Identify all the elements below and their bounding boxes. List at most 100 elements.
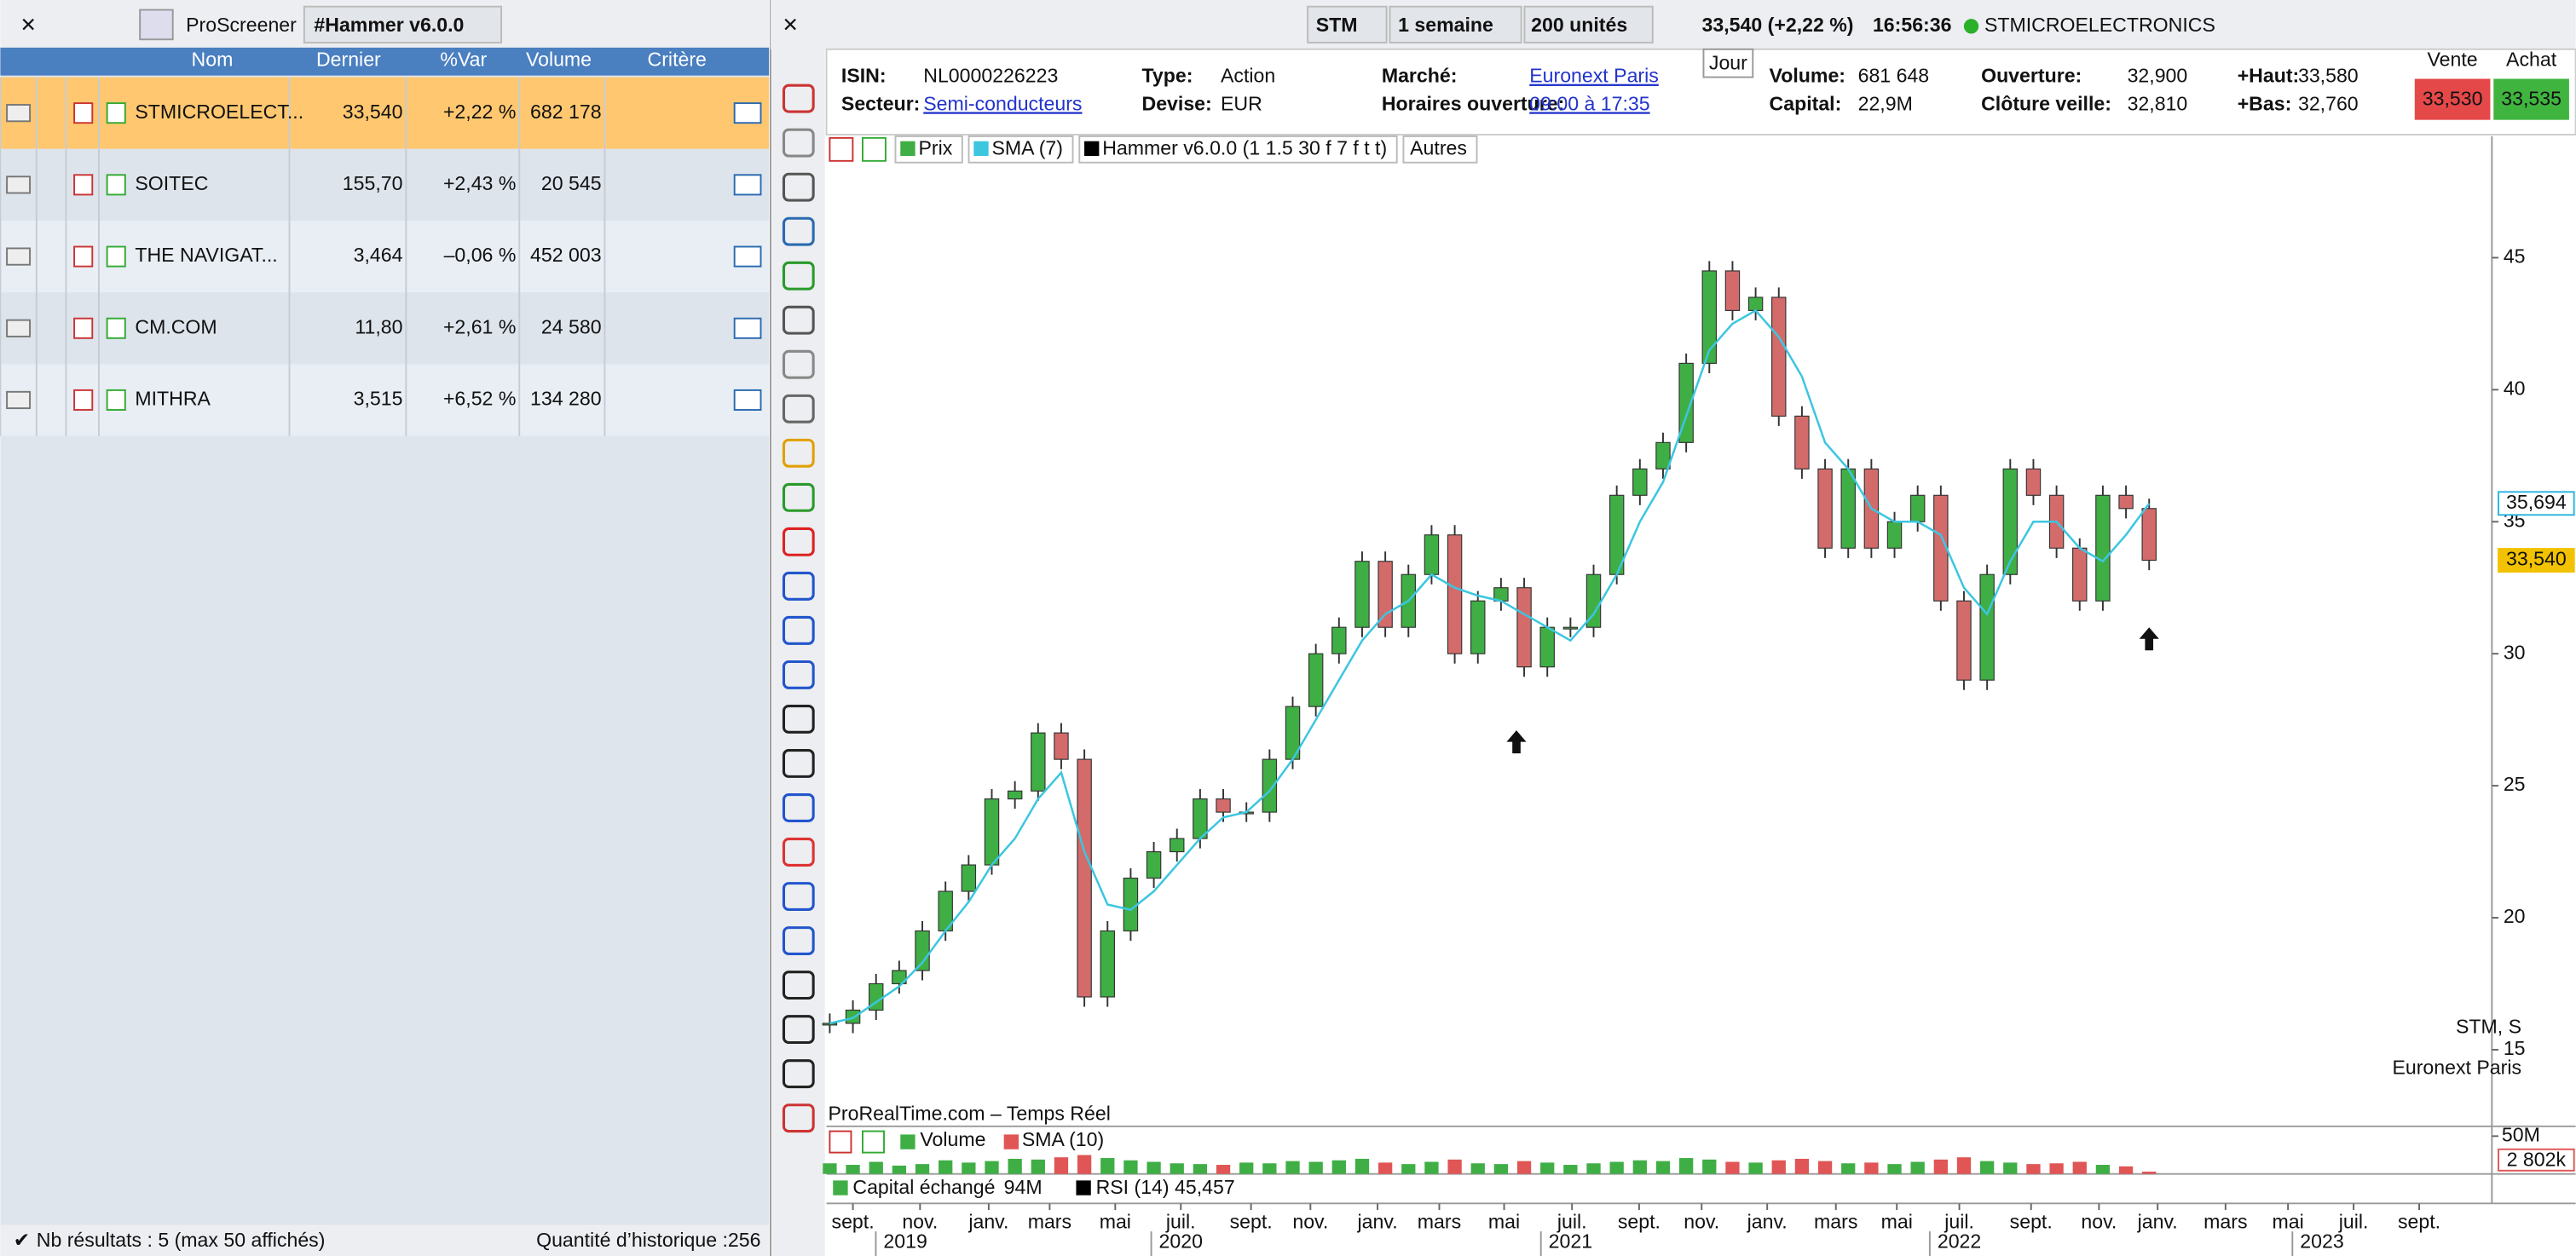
screener-row[interactable] bbox=[0, 292, 770, 365]
buy-arrow bbox=[106, 245, 126, 268]
legend-button[interactable] bbox=[829, 136, 854, 162]
screen-name[interactable]: #Hammer v6.0.0 bbox=[314, 14, 464, 36]
tool-button[interactable] bbox=[782, 527, 815, 556]
units[interactable]: 200 unités bbox=[1531, 14, 1627, 36]
tool-button[interactable] bbox=[782, 128, 815, 158]
tool-button[interactable] bbox=[782, 394, 815, 423]
tool-button[interactable] bbox=[782, 838, 815, 867]
period-select[interactable] bbox=[1389, 5, 1522, 44]
tool-button[interactable] bbox=[782, 349, 815, 379]
instrument-name[interactable]: MITHRA bbox=[135, 388, 211, 410]
tool-button[interactable] bbox=[782, 971, 815, 1000]
volume-bar bbox=[1077, 1155, 1092, 1174]
chart-icon[interactable] bbox=[733, 389, 762, 411]
tool-button[interactable] bbox=[782, 749, 815, 778]
candle-body bbox=[1562, 626, 1579, 630]
x-tick-label: nov. bbox=[1684, 1211, 1719, 1233]
legend-box[interactable] bbox=[967, 135, 1074, 164]
tool-button[interactable] bbox=[782, 1103, 815, 1133]
column-header-label[interactable]: Dernier bbox=[316, 48, 381, 70]
tool-button[interactable] bbox=[782, 926, 815, 956]
tool-button[interactable] bbox=[782, 216, 815, 246]
tool-button[interactable] bbox=[782, 1059, 815, 1089]
proscreener-title[interactable]: ProScreener bbox=[186, 14, 297, 36]
period[interactable]: 1 semaine bbox=[1398, 14, 1493, 36]
field-link[interactable]: Euronext Paris bbox=[1529, 65, 1659, 87]
instrument-name[interactable]: SOITEC bbox=[135, 172, 208, 194]
tool-button[interactable] bbox=[782, 571, 815, 601]
chart-icon[interactable] bbox=[733, 245, 762, 268]
candle-body bbox=[2118, 494, 2134, 510]
chart-icon[interactable] bbox=[733, 102, 762, 124]
screener-row[interactable] bbox=[0, 364, 770, 436]
volume-bar bbox=[1123, 1160, 1138, 1174]
tool-button[interactable] bbox=[782, 305, 815, 335]
field-link[interactable]: Semi-conducteurs bbox=[923, 92, 1082, 114]
field-label: Type: bbox=[1142, 65, 1193, 87]
volume-bar bbox=[1910, 1161, 1925, 1174]
candle-body bbox=[915, 930, 930, 971]
buy-button[interactable] bbox=[2493, 78, 2569, 120]
tool-button[interactable] bbox=[782, 172, 815, 202]
symbol-select[interactable] bbox=[1307, 5, 1388, 44]
legend-box[interactable] bbox=[1402, 135, 1478, 164]
sell-button[interactable] bbox=[2414, 78, 2491, 120]
column-header-label[interactable]: Nom bbox=[192, 48, 234, 70]
tool-button[interactable] bbox=[782, 615, 815, 645]
capital-label[interactable]: Capital échangé bbox=[852, 1176, 995, 1198]
screener-row[interactable] bbox=[0, 77, 770, 149]
chart-icon[interactable] bbox=[733, 174, 762, 196]
legend-box[interactable] bbox=[1078, 135, 1398, 164]
legend-button[interactable] bbox=[861, 1130, 885, 1154]
chart-legend: Prix SMA (7) Hammer v6.0.0 (1 1.5 30 f 7 f… bbox=[829, 135, 1478, 164]
legend-label[interactable]: Prix bbox=[918, 136, 952, 158]
rsi-label[interactable]: RSI (14) bbox=[1096, 1176, 1170, 1198]
tool-button[interactable] bbox=[782, 84, 815, 113]
close-chart[interactable]: ✕ bbox=[783, 14, 799, 36]
candle-body bbox=[1170, 838, 1185, 853]
tool-button[interactable] bbox=[782, 704, 815, 734]
tool-button[interactable] bbox=[782, 482, 815, 512]
legend-label[interactable]: Autres bbox=[1410, 136, 1467, 158]
volume-bar bbox=[2049, 1163, 2064, 1174]
column-header-label[interactable]: Critère bbox=[648, 48, 707, 70]
screener-row[interactable] bbox=[0, 148, 770, 221]
instrument-name[interactable]: STMICROELECT... bbox=[135, 101, 303, 123]
jour-button[interactable] bbox=[1702, 48, 1754, 78]
tool-button[interactable] bbox=[782, 261, 815, 291]
chart-icon[interactable] bbox=[733, 317, 762, 339]
volume-sma-label[interactable]: SMA (10) bbox=[1022, 1128, 1104, 1150]
x-tick-label: janv. bbox=[967, 1211, 1008, 1233]
tool-button[interactable] bbox=[782, 438, 815, 468]
volume-bar bbox=[1378, 1162, 1393, 1174]
candle-body bbox=[961, 864, 977, 892]
legend-button[interactable] bbox=[829, 1130, 852, 1154]
jour[interactable]: Jour bbox=[1709, 51, 1747, 73]
volume-label[interactable]: Volume bbox=[920, 1128, 985, 1150]
sell-price[interactable]: 33,530 bbox=[2423, 88, 2483, 110]
tool-button[interactable] bbox=[782, 660, 815, 689]
screen-select[interactable] bbox=[303, 5, 503, 44]
instrument-name[interactable]: THE NAVIGAT... bbox=[135, 244, 277, 266]
buy-price[interactable]: 33,535 bbox=[2501, 88, 2562, 110]
legend-button[interactable] bbox=[861, 136, 887, 162]
instrument-name[interactable]: CM.COM bbox=[135, 315, 217, 337]
field-value: Action bbox=[1221, 65, 1275, 87]
history-count: Quantité d’historique :256 bbox=[536, 1229, 760, 1251]
close-button[interactable]: ✕ bbox=[20, 14, 37, 36]
legend-box[interactable] bbox=[894, 135, 963, 164]
column-header-label[interactable]: %Var bbox=[440, 48, 487, 70]
units-select[interactable] bbox=[1523, 5, 1654, 44]
candle-body bbox=[845, 1009, 861, 1024]
legend-label[interactable]: SMA (7) bbox=[992, 136, 1063, 158]
tool-button[interactable] bbox=[782, 1015, 815, 1045]
legend-label[interactable]: Hammer v6.0.0 (1 1.5 30 f 7 f t t) bbox=[1102, 136, 1387, 158]
tool-button[interactable] bbox=[782, 882, 815, 911]
column-header-label[interactable]: Volume bbox=[526, 48, 592, 70]
symbol[interactable]: STM bbox=[1316, 14, 1358, 36]
field-link[interactable]: 09:00 à 17:35 bbox=[1529, 92, 1649, 114]
candle-body bbox=[1539, 626, 1555, 668]
screener-row[interactable] bbox=[0, 220, 770, 293]
tool-button[interactable] bbox=[782, 793, 815, 822]
proscreener-icon[interactable] bbox=[139, 9, 174, 41]
